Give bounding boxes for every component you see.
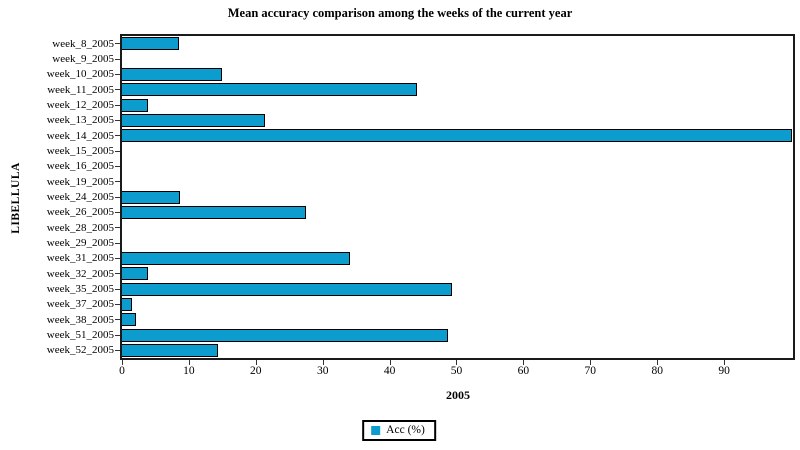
x-tick-label-90: 90 — [718, 365, 730, 377]
x-tick-mark — [523, 360, 525, 365]
y-tick-mark — [115, 303, 120, 305]
y-tick-mark — [115, 150, 120, 152]
y-tick-label-week_12_2005: week_12_2005 — [46, 99, 114, 111]
bar-week_52_2005 — [122, 343, 218, 357]
x-tick-mark — [322, 360, 324, 365]
x-tick-label-70: 70 — [584, 365, 597, 377]
y-tick-label-week_10_2005: week_10_2005 — [46, 68, 114, 81]
y-tick-mark — [115, 242, 120, 244]
y-tick-mark — [115, 181, 120, 183]
chart-title: Mean accuracy comparison among the weeks… — [227, 6, 573, 20]
x-tick-label-0: 0 — [119, 365, 125, 377]
y-tick-label-week_31_2005: week_31_2005 — [46, 252, 114, 265]
x-tick-label-60: 60 — [517, 365, 530, 377]
x-tick-label-80: 80 — [651, 365, 663, 377]
legend-swatch — [371, 425, 381, 435]
x-axis-title: 2005 — [446, 388, 470, 402]
y-tick-label-week_15_2005: week_15_2005 — [46, 145, 114, 157]
bar-week_35_2005 — [122, 282, 453, 296]
y-tick-mark — [115, 119, 120, 121]
y-tick-label-week_35_2005: week_35_2005 — [46, 283, 114, 295]
bar-week_31_2005 — [122, 251, 351, 265]
bar-week_12_2005 — [122, 98, 148, 112]
bar-week_37_2005 — [122, 297, 133, 311]
x-tick-label-40: 40 — [383, 365, 396, 377]
y-tick-label-week_26_2005: week_26_2005 — [46, 206, 114, 219]
x-tick-label-50: 50 — [450, 365, 463, 377]
legend-label: Acc (%) — [386, 424, 425, 436]
y-tick-mark — [115, 196, 120, 198]
y-tick-label-week_8_2005: week_8_2005 — [52, 37, 114, 50]
x-tick-mark — [657, 360, 659, 365]
y-tick-label-week_13_2005: week_13_2005 — [46, 114, 114, 127]
y-tick-label-week_38_2005: week_38_2005 — [46, 313, 114, 326]
bar-week_8_2005 — [122, 37, 179, 51]
y-tick-mark — [115, 135, 120, 137]
y-tick-label-week_29_2005: week_29_2005 — [46, 237, 114, 249]
y-tick-mark — [115, 211, 120, 213]
y-tick-mark — [115, 273, 120, 275]
y-tick-mark — [115, 257, 120, 259]
x-tick-mark — [456, 360, 458, 365]
y-tick-mark — [115, 104, 120, 106]
y-tick-label-week_52_2005: week_52_2005 — [46, 344, 114, 357]
bar-week_10_2005 — [122, 67, 222, 81]
plot-area — [115, 34, 795, 360]
x-tick-mark — [724, 360, 726, 365]
y-tick-label-week_14_2005: week_14_2005 — [46, 129, 114, 142]
bar-week_51_2005 — [122, 328, 449, 342]
y-tick-mark — [115, 319, 120, 321]
bar-week_14_2005 — [122, 129, 792, 143]
y-tick-label-week_9_2005: week_9_2005 — [52, 53, 114, 65]
x-tick-mark — [255, 360, 257, 365]
x-tick-mark — [389, 360, 391, 365]
y-tick-label-week_28_2005: week_28_2005 — [46, 221, 114, 234]
x-tick-mark — [122, 360, 123, 365]
x-tick-mark — [590, 360, 592, 365]
y-tick-mark — [115, 43, 120, 45]
y-tick-mark — [115, 334, 120, 336]
bar-week_11_2005 — [122, 83, 417, 97]
legend: Acc (%) — [362, 420, 436, 441]
y-tick-mark — [115, 288, 120, 290]
y-tick-mark — [115, 165, 120, 167]
y-tick-label-week_37_2005: week_37_2005 — [46, 298, 114, 311]
y-tick-label-week_16_2005: week_16_2005 — [46, 160, 114, 173]
y-tick-mark — [115, 227, 120, 229]
bar-week_26_2005 — [122, 205, 306, 219]
x-tick-mark — [188, 360, 190, 365]
y-tick-label-week_24_2005: week_24_2005 — [46, 191, 114, 203]
bar-week_38_2005 — [122, 313, 137, 327]
x-tick-label-10: 10 — [183, 365, 195, 377]
y-tick-label-week_32_2005: week_32_2005 — [46, 267, 114, 280]
y-tick-label-week_11_2005: week_11_2005 — [47, 83, 114, 96]
y-tick-label-week_19_2005: week_19_2005 — [46, 175, 114, 188]
bar-week_24_2005 — [122, 190, 180, 204]
y-tick-mark — [115, 73, 120, 75]
y-tick-mark — [115, 89, 120, 91]
y-tick-label-week_51_2005: week_51_2005 — [46, 329, 114, 341]
x-tick-label-20: 20 — [250, 365, 262, 377]
y-axis-labels: week_8_2005 week_9_2005 week_10_2005 week_1… — [0, 36, 114, 358]
y-tick-mark — [115, 349, 120, 351]
bar-week_13_2005 — [122, 113, 265, 127]
bar-week_32_2005 — [122, 267, 149, 281]
x-axis: 0 10 20 30 40 50 60 70 80 90 — [119, 360, 793, 382]
y-tick-mark — [115, 58, 120, 60]
x-tick-label-30: 30 — [316, 365, 329, 377]
